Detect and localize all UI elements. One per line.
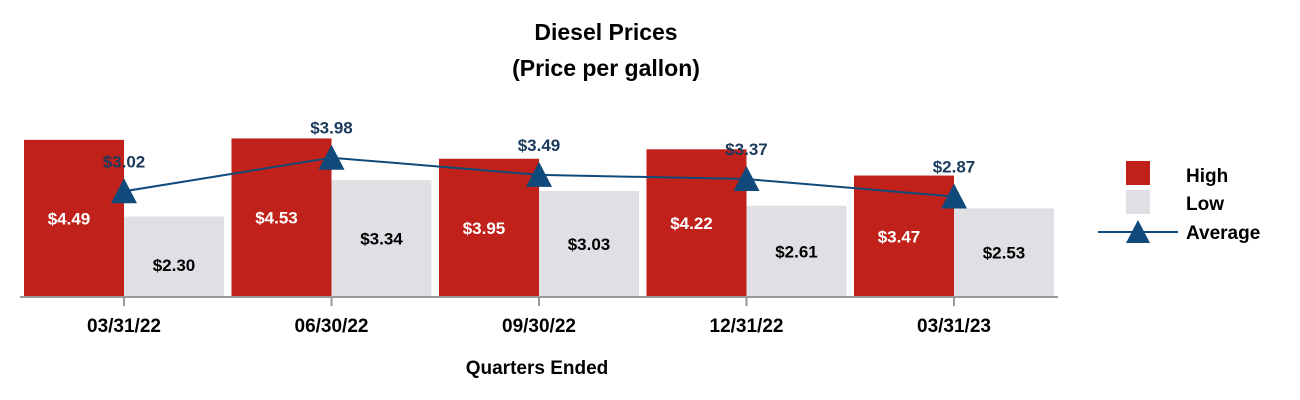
chart-title: Diesel Prices [534, 19, 677, 45]
data-label-low: $3.03 [568, 235, 611, 254]
data-label-high: $4.49 [48, 209, 91, 228]
x-tick-label: 03/31/23 [917, 316, 991, 337]
x-axis-label: Quarters Ended [466, 358, 609, 379]
bar-low [746, 205, 847, 297]
x-tick-label: 03/31/22 [87, 316, 161, 337]
data-label-average: $3.37 [725, 140, 768, 159]
bar-high [646, 149, 747, 297]
data-label-average: $2.87 [933, 158, 976, 177]
data-label-low: $2.30 [153, 256, 196, 275]
bar-low [539, 190, 639, 297]
x-tick-label: 09/30/22 [502, 316, 576, 337]
data-label-average: $3.49 [518, 136, 561, 155]
bar-high [24, 139, 124, 297]
x-tick-label: 06/30/22 [295, 316, 369, 337]
average-marker-triangle [318, 144, 345, 170]
plot-area: $4.49 $2.30 03/31/22 $4.53 $3.34 06/30/22 $3.9… [24, 119, 1054, 337]
bar-low [954, 208, 1054, 297]
average-marker-triangle [111, 178, 137, 204]
chart-subtitle: (Price per gallon) [512, 55, 700, 81]
bar-low [124, 216, 224, 297]
legend-swatch-high [1126, 161, 1150, 185]
legend-label-high: High [1186, 166, 1228, 187]
data-label-high: $4.53 [255, 209, 298, 228]
data-label-average: $3.98 [310, 119, 353, 138]
legend-label-low: Low [1186, 194, 1224, 215]
average-marker-triangle [526, 161, 552, 187]
average-marker-triangle [941, 183, 967, 209]
data-label-low: $2.61 [775, 242, 818, 261]
bar-high [439, 158, 539, 297]
average-marker-triangle [733, 166, 760, 192]
data-label-average: $3.02 [103, 152, 146, 171]
data-label-high: $3.47 [878, 227, 921, 246]
legend: High Low Average [1098, 161, 1260, 244]
data-label-high: $4.22 [670, 214, 713, 233]
legend-swatch-low [1126, 190, 1150, 214]
data-label-low: $2.53 [983, 244, 1026, 263]
legend-label-average: Average [1186, 223, 1260, 244]
legend-triangle-icon [1126, 220, 1150, 243]
bar-low [331, 180, 432, 297]
data-label-low: $3.34 [360, 230, 403, 249]
data-label-high: $3.95 [463, 219, 506, 238]
x-tick-label: 12/31/22 [710, 316, 784, 337]
